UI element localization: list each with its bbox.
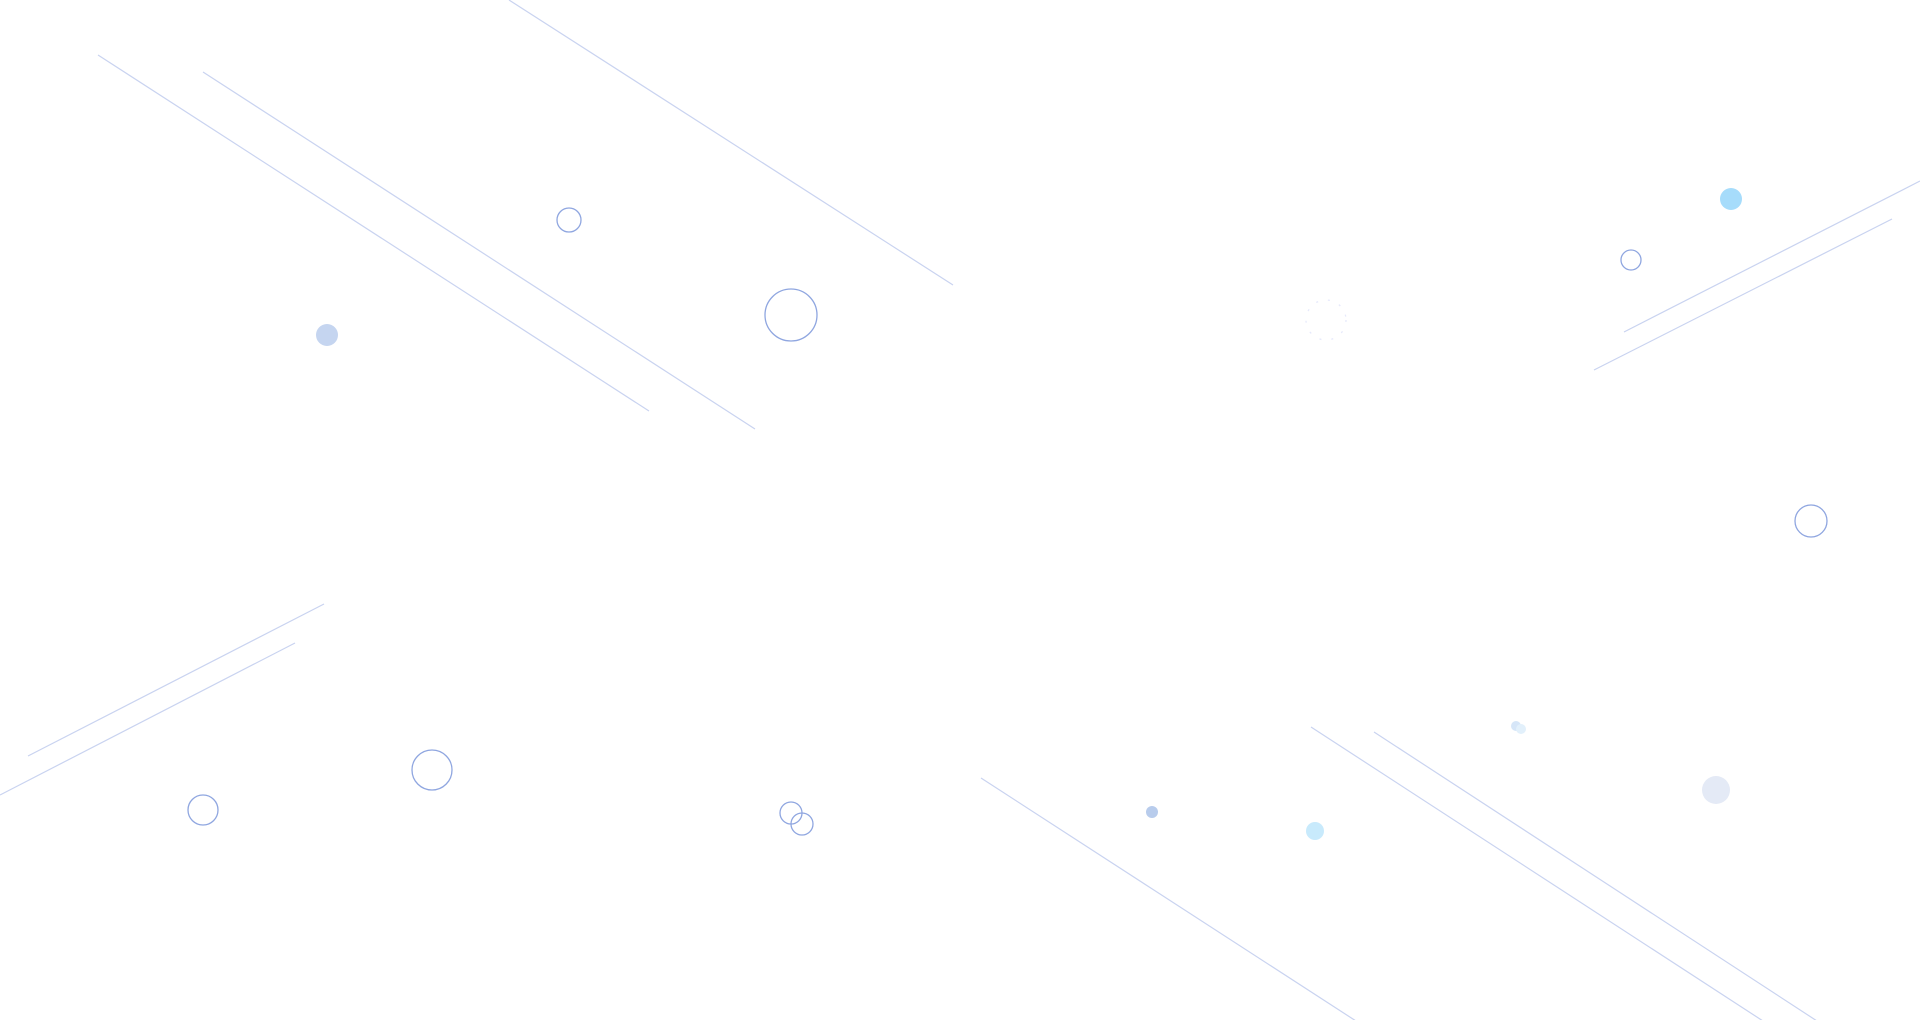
ring-circle	[1794, 504, 1828, 538]
ring-circle	[1305, 299, 1347, 341]
decor-line	[97, 54, 650, 412]
decor-line	[1593, 218, 1893, 371]
ring-circle	[790, 812, 814, 836]
decor-line	[508, 0, 954, 286]
dot	[1146, 806, 1158, 818]
decor-line	[1310, 726, 1763, 1020]
ring-circle	[1620, 249, 1642, 271]
ring-circle	[187, 794, 219, 826]
ring-circle	[411, 749, 453, 791]
decor-line	[27, 603, 325, 757]
decor-line	[1623, 180, 1920, 333]
ring-circles	[187, 207, 1828, 836]
dot	[1720, 188, 1742, 210]
decor-line	[0, 642, 296, 796]
ring-circle	[556, 207, 582, 233]
decor-line	[202, 71, 756, 430]
dot	[1516, 724, 1526, 734]
dot	[316, 324, 338, 346]
ring-circle	[764, 288, 818, 342]
dot	[1702, 776, 1730, 804]
decor-line	[1373, 731, 1817, 1020]
decor-line	[980, 777, 1356, 1020]
dot	[1306, 822, 1324, 840]
filled-dots	[316, 188, 1742, 840]
